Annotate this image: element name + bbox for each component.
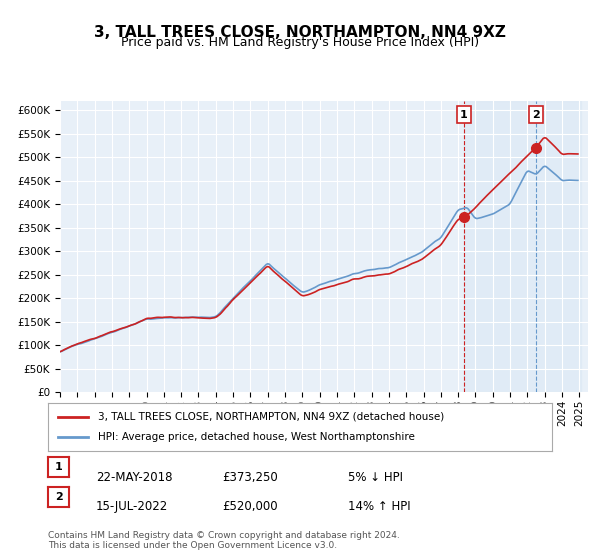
Text: 15-JUL-2022: 15-JUL-2022 — [96, 500, 168, 514]
Text: Contains HM Land Registry data © Crown copyright and database right 2024.
This d: Contains HM Land Registry data © Crown c… — [48, 530, 400, 550]
Text: 22-MAY-2018: 22-MAY-2018 — [96, 470, 173, 484]
Text: 14% ↑ HPI: 14% ↑ HPI — [348, 500, 410, 514]
Bar — [464, 101, 581, 392]
Text: £373,250: £373,250 — [222, 470, 278, 484]
Text: 1: 1 — [55, 462, 62, 472]
Text: 2: 2 — [532, 110, 540, 119]
Text: 2: 2 — [55, 492, 62, 502]
Text: Price paid vs. HM Land Registry's House Price Index (HPI): Price paid vs. HM Land Registry's House … — [121, 36, 479, 49]
Text: 3, TALL TREES CLOSE, NORTHAMPTON, NN4 9XZ: 3, TALL TREES CLOSE, NORTHAMPTON, NN4 9X… — [94, 25, 506, 40]
Text: 3, TALL TREES CLOSE, NORTHAMPTON, NN4 9XZ (detached house): 3, TALL TREES CLOSE, NORTHAMPTON, NN4 9X… — [98, 412, 445, 422]
Text: £520,000: £520,000 — [222, 500, 278, 514]
Text: 1: 1 — [460, 110, 468, 119]
Text: 5% ↓ HPI: 5% ↓ HPI — [348, 470, 403, 484]
Text: HPI: Average price, detached house, West Northamptonshire: HPI: Average price, detached house, West… — [98, 432, 415, 442]
